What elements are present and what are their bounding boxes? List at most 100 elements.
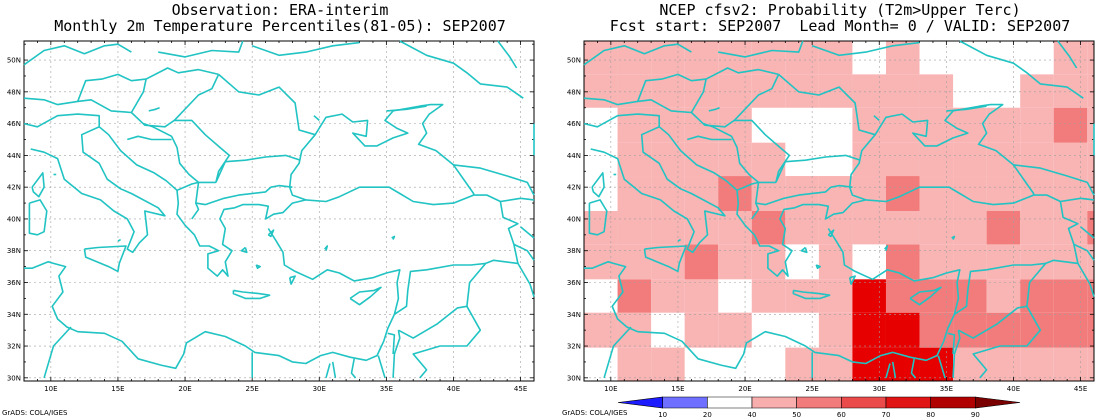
coastline (191, 202, 200, 220)
latitude-tick-label: 46N (567, 120, 581, 128)
coastline (951, 235, 956, 240)
coastline (23, 113, 100, 128)
probability-cell (684, 279, 719, 313)
graticule (584, 41, 1094, 381)
observation-subtitle: Monthly 2m Temperature Percentiles(81-05… (54, 17, 506, 35)
probability-cell (718, 211, 752, 245)
coastline (583, 43, 692, 66)
coastline (1080, 226, 1095, 239)
probability-cell (751, 211, 786, 245)
probability-cell (818, 41, 853, 75)
probability-cell (584, 41, 618, 75)
probability-cell (852, 74, 886, 108)
probability-cell (617, 347, 652, 381)
probability-cell (919, 279, 954, 313)
coastline (603, 326, 632, 379)
coastline (393, 262, 486, 315)
probability-cell (818, 244, 853, 280)
longitude-tick-label: 30E (873, 385, 886, 393)
coastline (83, 245, 127, 273)
probability-cell (1053, 279, 1088, 313)
probability-cell (818, 312, 853, 348)
colorbar-label: 40 (748, 411, 757, 419)
coastline (677, 238, 682, 242)
colorbar-segment (975, 396, 1021, 409)
colorbar-segment (930, 396, 976, 409)
coastline (218, 73, 316, 136)
coastline (440, 305, 482, 347)
coastline (323, 245, 329, 251)
coastline (386, 105, 427, 112)
probability-cell (852, 211, 886, 245)
coastline (778, 73, 876, 136)
latitude-tick-label: 40N (7, 215, 21, 223)
probability-cell (852, 312, 886, 348)
colorbar-label: 60 (837, 411, 846, 419)
coastline (959, 40, 1084, 99)
probability-cell (1020, 107, 1054, 143)
probability-cell (885, 244, 920, 280)
coastline (377, 355, 386, 379)
probability-cell (651, 211, 685, 245)
probability-cell (852, 347, 886, 381)
coastline (349, 286, 382, 306)
probability-cell (617, 211, 652, 245)
coastline (952, 330, 961, 378)
coastline (130, 111, 231, 183)
probability-cell (1087, 107, 1094, 143)
probability-cell (651, 107, 685, 143)
coastline (76, 73, 147, 102)
colorbar-segment (796, 396, 842, 409)
latitude-tick-label: 50N (567, 57, 581, 65)
coastline (23, 67, 219, 114)
coastline (412, 345, 441, 379)
probability-cell (986, 142, 1021, 177)
probability-cell (751, 279, 786, 313)
coastline (30, 126, 166, 254)
probability-cell (785, 279, 819, 313)
probability-cell (1087, 74, 1094, 108)
coastline (1033, 194, 1061, 203)
colorbar-segment (617, 396, 663, 409)
coastline (148, 106, 160, 112)
longitude-tick-label: 15E (111, 385, 124, 393)
coastline (24, 228, 401, 370)
coastline (325, 363, 331, 379)
probability-cell (684, 41, 719, 75)
coastline (708, 106, 720, 112)
latitude-tick-label: 42N (567, 184, 581, 192)
coastline (513, 243, 535, 261)
probability-cell (651, 347, 685, 381)
probability-cell (1020, 74, 1054, 108)
latitude-tick-label: 48N (7, 88, 21, 96)
coastline (1045, 197, 1095, 265)
coastline (251, 41, 360, 57)
probability-cell (1053, 142, 1088, 177)
coastline (158, 40, 244, 58)
coastline (31, 172, 45, 198)
longitude-tick-label: 40E (447, 385, 460, 393)
probability-cell (919, 74, 954, 108)
probability-cell (1087, 176, 1094, 211)
colorbar-segment (885, 396, 931, 409)
probability-cell (1087, 279, 1094, 313)
colorbar-label: 50 (792, 411, 801, 419)
probability-cell (584, 312, 618, 348)
colorbar-label: 80 (926, 411, 935, 419)
colorbar-label: 90 (971, 411, 980, 419)
probability-cell (617, 176, 652, 211)
coastline (718, 40, 804, 58)
coastline (1057, 40, 1078, 69)
longitude-tick-label: 20E (178, 385, 191, 393)
coastline (883, 245, 889, 251)
probability-cell (785, 74, 819, 108)
colorbar-segment (841, 396, 887, 409)
probability-cell (718, 176, 752, 211)
colorbar-segments (617, 396, 1021, 409)
latitude-tick-label: 46N (7, 120, 21, 128)
probability-cell (684, 312, 719, 348)
probability-cell (885, 312, 920, 348)
coastline (811, 41, 920, 57)
coastline (1013, 164, 1095, 196)
probability-cell (651, 279, 685, 313)
